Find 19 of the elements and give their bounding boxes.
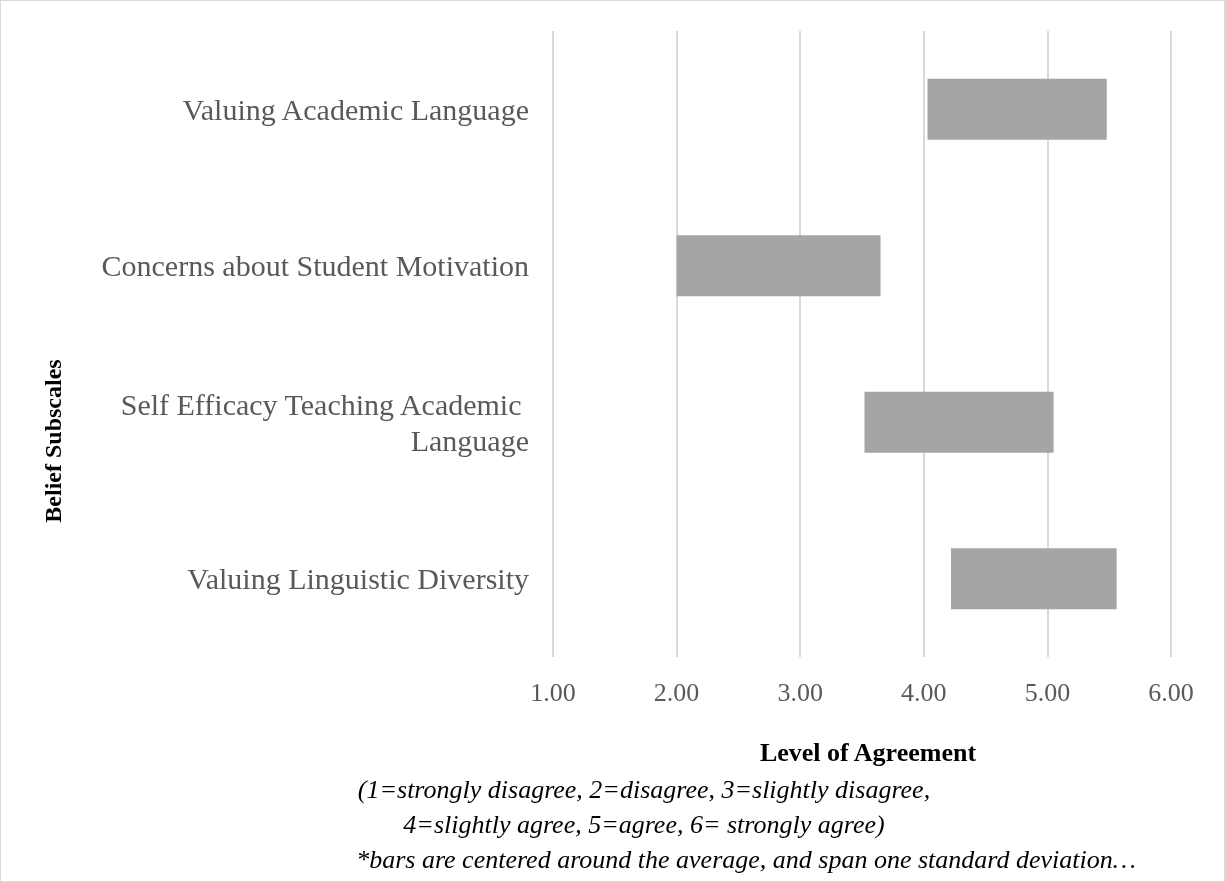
y-tick-label: Concerns about Student Motivation	[101, 249, 529, 283]
y-axis-title: Belief Subscales	[40, 359, 66, 523]
x-tick-label: 3.00	[777, 677, 823, 707]
text: *bars are centered around the average, and span one standard deviation…	[356, 844, 1136, 874]
bar	[676, 235, 881, 297]
x-tick-label: 6.00	[1148, 677, 1194, 707]
x-tick-label: 5.00	[1024, 677, 1071, 707]
x-tick-label: 1.00	[530, 677, 576, 707]
x-tick-label: 2.00	[653, 677, 700, 707]
text: 4=slightly agree, 5=agree, 6= strongly agree)	[403, 809, 885, 839]
bar	[950, 548, 1117, 610]
y-tick-label: Valuing Academic Language	[182, 92, 529, 126]
y-tick-label: Self Efficacy Teaching Academic Language	[120, 387, 529, 457]
bar	[864, 391, 1054, 453]
x-axis-title: Level of Agreement	[759, 737, 977, 767]
x-tick-label: 4.00	[901, 677, 947, 707]
y-tick-label: Valuing Linguistic Diversity	[187, 562, 529, 596]
bar	[927, 78, 1107, 140]
text: (1=strongly disagree, 2=disagree, 3=slightly disagree,	[357, 774, 931, 804]
